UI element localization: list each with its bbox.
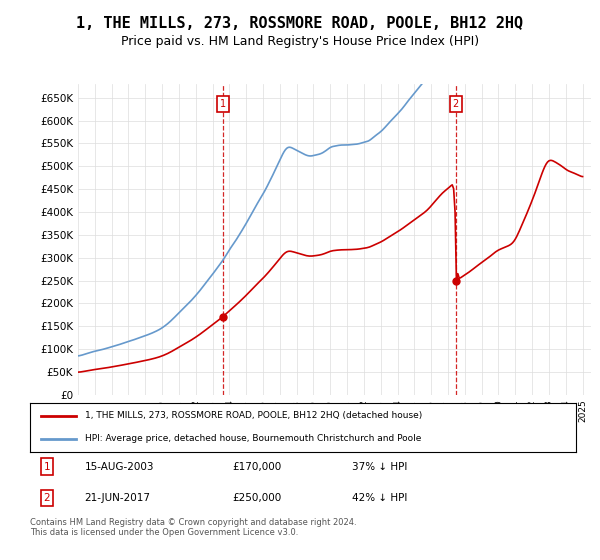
Text: £170,000: £170,000 — [232, 461, 281, 472]
Text: 2: 2 — [44, 493, 50, 503]
Text: 15-AUG-2003: 15-AUG-2003 — [85, 461, 154, 472]
Text: Price paid vs. HM Land Registry's House Price Index (HPI): Price paid vs. HM Land Registry's House … — [121, 35, 479, 48]
Text: 37% ↓ HPI: 37% ↓ HPI — [352, 461, 407, 472]
Text: 1, THE MILLS, 273, ROSSMORE ROAD, POOLE, BH12 2HQ: 1, THE MILLS, 273, ROSSMORE ROAD, POOLE,… — [76, 16, 524, 31]
Text: 1: 1 — [44, 461, 50, 472]
Text: 42% ↓ HPI: 42% ↓ HPI — [352, 493, 407, 503]
Text: HPI: Average price, detached house, Bournemouth Christchurch and Poole: HPI: Average price, detached house, Bour… — [85, 434, 421, 443]
Text: 1, THE MILLS, 273, ROSSMORE ROAD, POOLE, BH12 2HQ (detached house): 1, THE MILLS, 273, ROSSMORE ROAD, POOLE,… — [85, 412, 422, 421]
Text: 2: 2 — [452, 99, 459, 109]
Text: 21-JUN-2017: 21-JUN-2017 — [85, 493, 151, 503]
Text: Contains HM Land Registry data © Crown copyright and database right 2024.
This d: Contains HM Land Registry data © Crown c… — [30, 518, 356, 538]
Text: £250,000: £250,000 — [232, 493, 281, 503]
Text: 1: 1 — [220, 99, 226, 109]
